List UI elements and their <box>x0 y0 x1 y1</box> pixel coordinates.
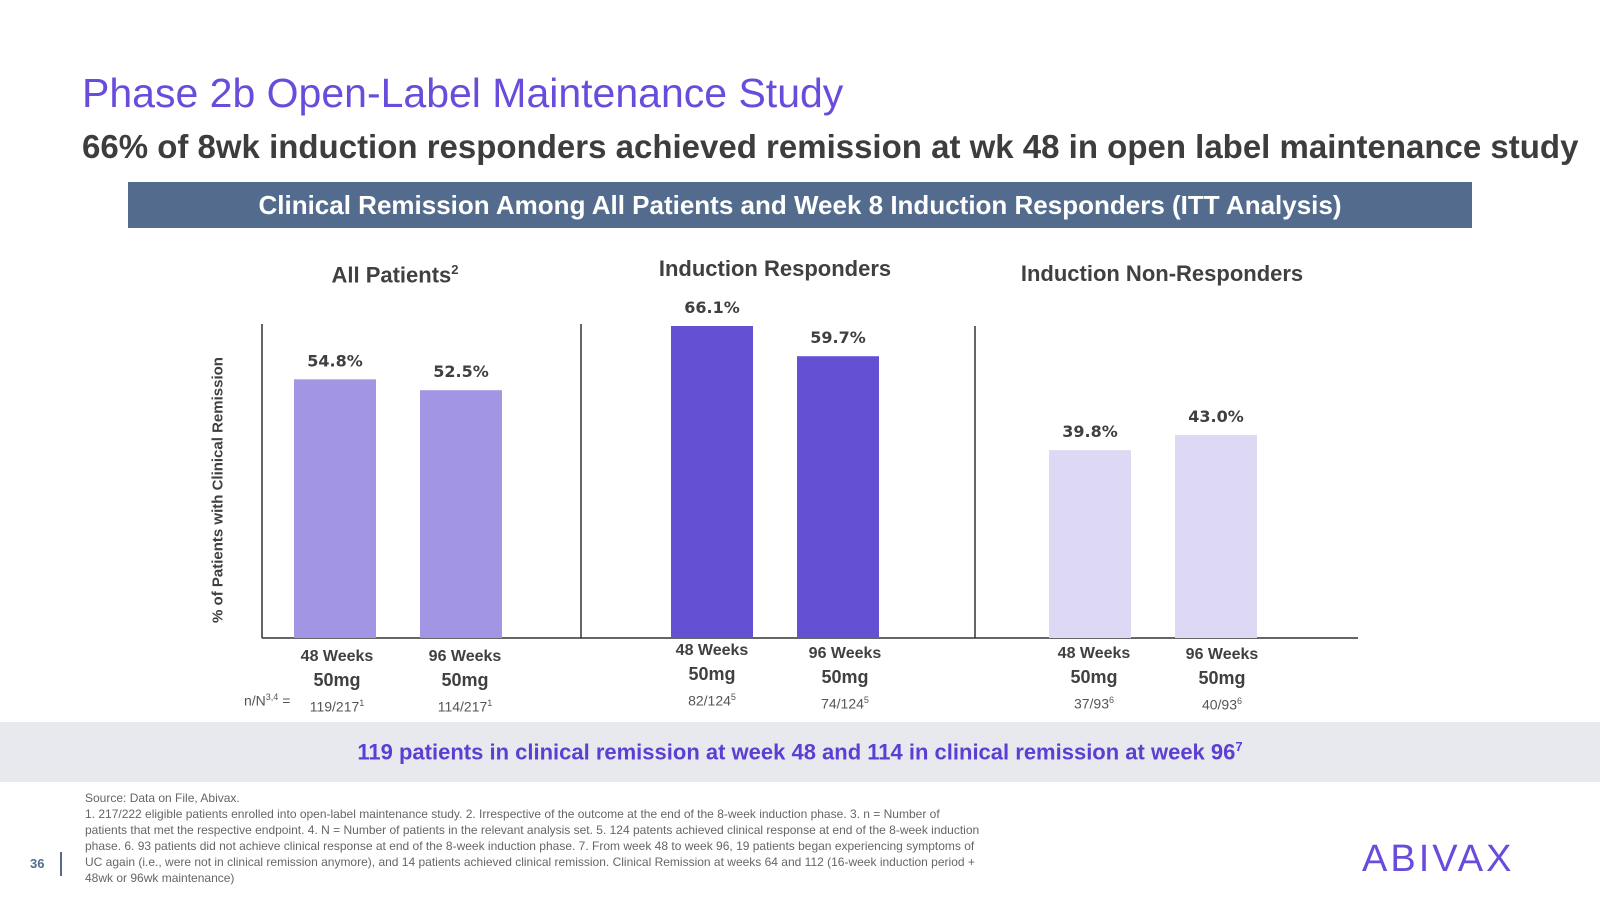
data-label: 39.8% <box>1062 422 1118 441</box>
panel-title-sup: 2 <box>451 262 459 277</box>
page-subtitle: 66% of 8wk induction responders achieved… <box>82 128 1579 165</box>
n-prefix-text: n/N <box>244 692 266 709</box>
category-weeks: 48 Weeks <box>300 648 374 665</box>
n-sup: 5 <box>863 695 869 705</box>
data-label: 54.8% <box>307 351 363 370</box>
category-dose: 50mg <box>1070 667 1118 687</box>
category-weeks: 96 Weeks <box>428 648 502 665</box>
data-label: 59.7% <box>810 328 866 347</box>
summary-main: 119 patients in clinical remission at we… <box>357 739 1236 765</box>
n-sup: 6 <box>1109 695 1115 705</box>
n-value: 114/217 <box>437 698 488 715</box>
data-label: 66.1% <box>684 298 740 317</box>
footnotes: Source: Data on File, Abivax. 1. 217/222… <box>85 790 985 886</box>
panel-title-induction-responders: Induction Responders <box>659 256 891 282</box>
n-prefix-sup: 3,4 <box>265 692 279 702</box>
category-n: 40/936 <box>1186 690 1259 716</box>
category-n: 37/936 <box>1058 689 1131 715</box>
n-sup: 1 <box>487 698 493 708</box>
category-weeks: 48 Weeks <box>1057 645 1131 662</box>
category-dose: 50mg <box>821 667 869 687</box>
panel-title-induction-non-responders: Induction Non-Responders <box>1021 261 1303 287</box>
page-number: 36 <box>30 856 45 871</box>
category-n: 114/2171 <box>429 692 502 718</box>
category-dose: 50mg <box>1198 668 1246 688</box>
panel-title-text: Induction Non-Responders <box>1020 261 1304 286</box>
abivax-logo: ABIVAX <box>1362 838 1515 880</box>
bar <box>797 356 879 638</box>
n-sup: 6 <box>1237 696 1243 706</box>
category-dose: 50mg <box>688 664 736 684</box>
category-label: 48 Weeks 50mg 119/2171 <box>301 646 374 718</box>
summary-text: 119 patients in clinical remission at we… <box>357 739 1242 765</box>
category-n: 119/2171 <box>301 692 374 718</box>
data-label: 52.5% <box>433 362 489 381</box>
chart-banner: Clinical Remission Among All Patients an… <box>128 182 1472 228</box>
category-weeks: 96 Weeks <box>1185 646 1259 663</box>
n-value: 37/93 <box>1073 695 1110 712</box>
chart-banner-text: Clinical Remission Among All Patients an… <box>258 189 1342 220</box>
panel-title-text: Induction Responders <box>658 256 892 281</box>
category-dose: 50mg <box>441 670 489 690</box>
category-dose: 50mg <box>313 670 361 690</box>
category-label: 48 Weeks 50mg 37/936 <box>1058 643 1131 715</box>
footnote-notes: 1. 217/222 eligible patients enrolled in… <box>85 807 980 885</box>
panel-title-text: All Patients <box>331 262 452 288</box>
category-weeks: 48 Weeks <box>675 642 749 659</box>
n-value: 74/124 <box>821 695 864 712</box>
page-title: Phase 2b Open-Label Maintenance Study <box>82 70 844 116</box>
panel-title-all-patients: All Patients2 <box>331 262 458 288</box>
category-label: 96 Weeks 50mg 74/1245 <box>809 643 882 715</box>
category-label: 48 Weeks 50mg 82/1245 <box>676 640 749 712</box>
bar <box>420 390 502 638</box>
n-sup: 5 <box>730 692 736 702</box>
summary-band: 119 patients in clinical remission at we… <box>0 722 1600 782</box>
bar <box>1049 450 1131 638</box>
data-label: 43.0% <box>1188 407 1244 426</box>
page-number-divider <box>60 852 62 876</box>
n-sup: 1 <box>359 698 365 708</box>
category-n: 82/1245 <box>676 686 749 712</box>
n-prefix-eq: = <box>278 692 295 709</box>
bar <box>294 379 376 638</box>
n-value: 40/93 <box>1201 696 1238 713</box>
category-n: 74/1245 <box>809 689 882 715</box>
summary-sup: 7 <box>1235 738 1243 754</box>
bar <box>671 326 753 638</box>
category-label: 96 Weeks 50mg 114/2171 <box>429 646 502 718</box>
n-value: 119/217 <box>309 698 360 715</box>
n-over-n-label: n/N3,4 = <box>244 692 294 709</box>
category-label: 96 Weeks 50mg 40/936 <box>1186 644 1259 716</box>
category-weeks: 96 Weeks <box>808 645 882 662</box>
n-value: 82/124 <box>688 692 731 709</box>
footnote-source: Source: Data on File, Abivax. <box>85 791 240 805</box>
bar <box>1175 435 1257 638</box>
